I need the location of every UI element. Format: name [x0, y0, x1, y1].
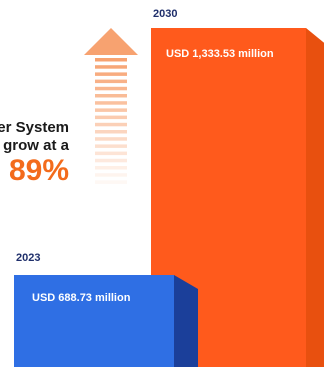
arrow-stripe	[95, 122, 127, 127]
arrow-stripe	[95, 173, 127, 177]
arrow-stripe	[95, 58, 127, 62]
arrow-stripe	[95, 72, 127, 76]
bar-2023-side	[174, 275, 198, 367]
arrow-stripe	[95, 79, 127, 84]
headline: er System grow at a 89%	[0, 119, 69, 187]
arrow-stripe	[95, 115, 127, 120]
category-label-2023: 2023	[16, 252, 41, 264]
arrow-stripe	[95, 65, 127, 69]
data-label-2030: USD 1,333.53 million	[166, 48, 274, 60]
headline-line-1: er System	[0, 119, 69, 136]
arrow-stripe	[95, 144, 127, 148]
arrow-head	[84, 28, 138, 55]
arrow-stripe	[95, 151, 127, 156]
arrow-stripe	[95, 137, 127, 141]
arrow-stripe	[95, 108, 127, 112]
headline-line-2: grow at a	[3, 137, 69, 154]
growth-arrow-icon	[84, 28, 138, 184]
arrow-stripe	[95, 94, 127, 98]
arrow-stripe	[95, 86, 127, 91]
headline-growth-rate: 89%	[8, 154, 69, 187]
bar-2023	[14, 275, 174, 367]
arrow-stripe	[95, 130, 127, 134]
bars-group	[14, 28, 324, 367]
arrow-stripe	[95, 158, 127, 163]
arrow-stripe	[95, 166, 127, 170]
arrow-stripe	[95, 180, 127, 184]
arrow-stripe	[95, 101, 127, 105]
bar-2030-side	[306, 28, 324, 367]
category-label-2030: 2030	[153, 8, 178, 20]
data-label-2023: USD 688.73 million	[32, 292, 131, 304]
